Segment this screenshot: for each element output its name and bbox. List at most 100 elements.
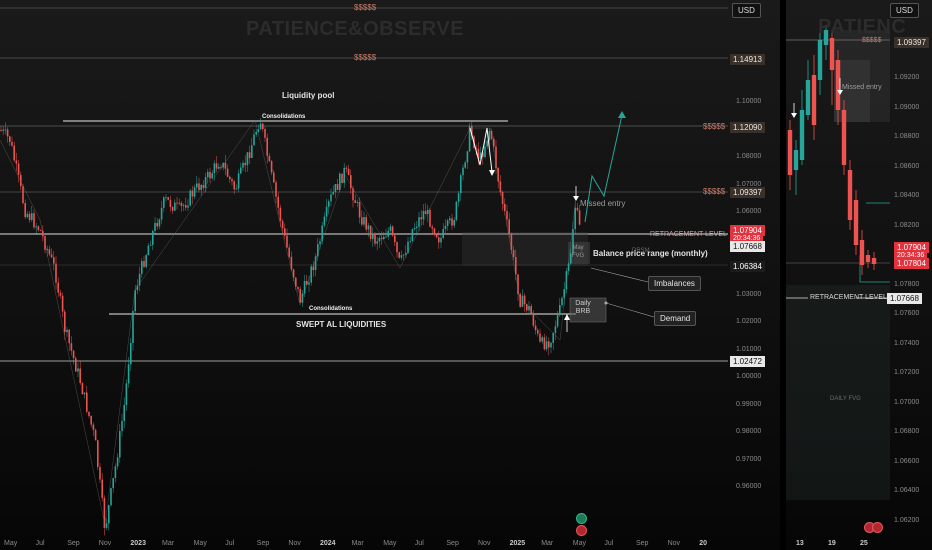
candle-body [537, 330, 539, 334]
candle-body [532, 314, 535, 326]
candle-body [292, 269, 295, 278]
imbalances-callout[interactable]: Imbalances [648, 276, 701, 291]
time-tick: May [572, 540, 587, 547]
candle-body [182, 205, 185, 206]
candle-body [224, 162, 227, 169]
candle-body [440, 237, 442, 243]
candle-body [57, 282, 59, 293]
dollar-mark-2: $$$$$ [703, 122, 726, 131]
candle-body [297, 286, 299, 289]
candle-body [308, 282, 310, 285]
red-event-icon-right-2[interactable] [872, 522, 883, 533]
candle-body [411, 229, 414, 241]
candle-body [220, 166, 222, 168]
missed-entry-right-label: Missed entry [842, 84, 882, 91]
daily-candle-body [811, 75, 817, 125]
watermark-right: PATIENC [818, 16, 907, 38]
currency-label-right[interactable]: USD [890, 3, 919, 18]
daily-chart-pane[interactable]: PATIENC $$$$$ Missed entry RETRACEMENT L… [786, 0, 932, 550]
candle-body [253, 134, 255, 146]
candle-body [526, 304, 528, 311]
demand-callout[interactable]: Demand [654, 311, 697, 326]
candle-body [550, 342, 552, 348]
weekly-chart-pane[interactable]: PATIENCE&OBSERVE $$$$$ $$$$$ $$$$$ $$$$$… [0, 0, 780, 550]
candle-body [534, 325, 537, 331]
candle-body [576, 207, 579, 211]
price-label-7: 1.02472 [730, 356, 765, 367]
candle-body [548, 341, 550, 348]
candle-body [240, 167, 242, 174]
candle-body [350, 175, 352, 189]
candle-body [334, 184, 337, 193]
candle-body [136, 285, 139, 291]
candle-body [572, 229, 574, 254]
candle-body [493, 138, 495, 147]
candle-body [193, 187, 196, 197]
candle-body [431, 226, 433, 229]
candle-body [369, 225, 372, 239]
candle-body [229, 176, 231, 180]
price-tick-right: 1.07000 [894, 398, 920, 406]
candle-body [442, 229, 444, 238]
candle-body [284, 228, 286, 236]
candle-body [528, 306, 530, 311]
candle-body [105, 523, 108, 528]
candle-body [4, 129, 7, 131]
weekly-chart-canvas[interactable] [0, 0, 780, 550]
candle-body [545, 341, 548, 350]
time-tick: Sep [256, 540, 270, 547]
daily-candle-body [823, 30, 829, 45]
candle-body [270, 161, 273, 173]
candle-body [552, 332, 554, 343]
candle-body [178, 202, 180, 204]
candle-body [471, 126, 473, 137]
candle-body [154, 222, 156, 231]
candle-body [543, 337, 546, 350]
price-tick: 1.00000 [736, 373, 762, 380]
candle-body [53, 257, 55, 264]
candle-body [281, 220, 284, 229]
currency-label[interactable]: USD [732, 3, 761, 18]
candle-body [453, 220, 455, 226]
red-event-icon[interactable] [576, 525, 587, 536]
price-tick-right: 1.07600 [894, 310, 920, 317]
candle-body [167, 197, 169, 200]
candle-body [171, 206, 174, 211]
zigzag-marker [469, 127, 493, 173]
candle-body [435, 234, 438, 238]
time-tick: Nov [667, 540, 681, 547]
candle-body [83, 392, 86, 395]
candle-body [165, 197, 167, 198]
time-tick: 2024 [320, 540, 336, 547]
retracement-price-label: 1.07668 [730, 241, 765, 252]
daily-candle-body [865, 255, 871, 262]
candle-body [189, 190, 191, 206]
candle-body [55, 263, 57, 283]
pane-divider[interactable] [780, 0, 786, 550]
time-tick: Sep [446, 540, 459, 547]
up-arrow-head [564, 314, 570, 320]
candle-body [103, 497, 106, 528]
time-tick: Nov [288, 540, 301, 547]
candle-body [176, 202, 178, 204]
candle-body [306, 280, 308, 285]
time-tick: Sep [636, 540, 649, 547]
candle-body [61, 295, 64, 312]
candle-body [354, 200, 356, 203]
candle-body [319, 241, 321, 245]
candle-body [523, 295, 526, 305]
candle-body [325, 206, 328, 217]
candle-body [387, 230, 389, 237]
green-event-icon[interactable] [576, 513, 587, 524]
candle-body [24, 203, 26, 218]
price-tick-right: 1.06400 [894, 487, 920, 494]
daily-chart-canvas[interactable] [786, 0, 932, 550]
candle-body [336, 184, 339, 190]
daily-candle-body [853, 200, 859, 245]
daily-candle-body [841, 110, 847, 165]
candle-body [556, 315, 559, 327]
candle-body [116, 457, 119, 467]
candle-body [321, 225, 323, 242]
candle-body [2, 129, 4, 131]
